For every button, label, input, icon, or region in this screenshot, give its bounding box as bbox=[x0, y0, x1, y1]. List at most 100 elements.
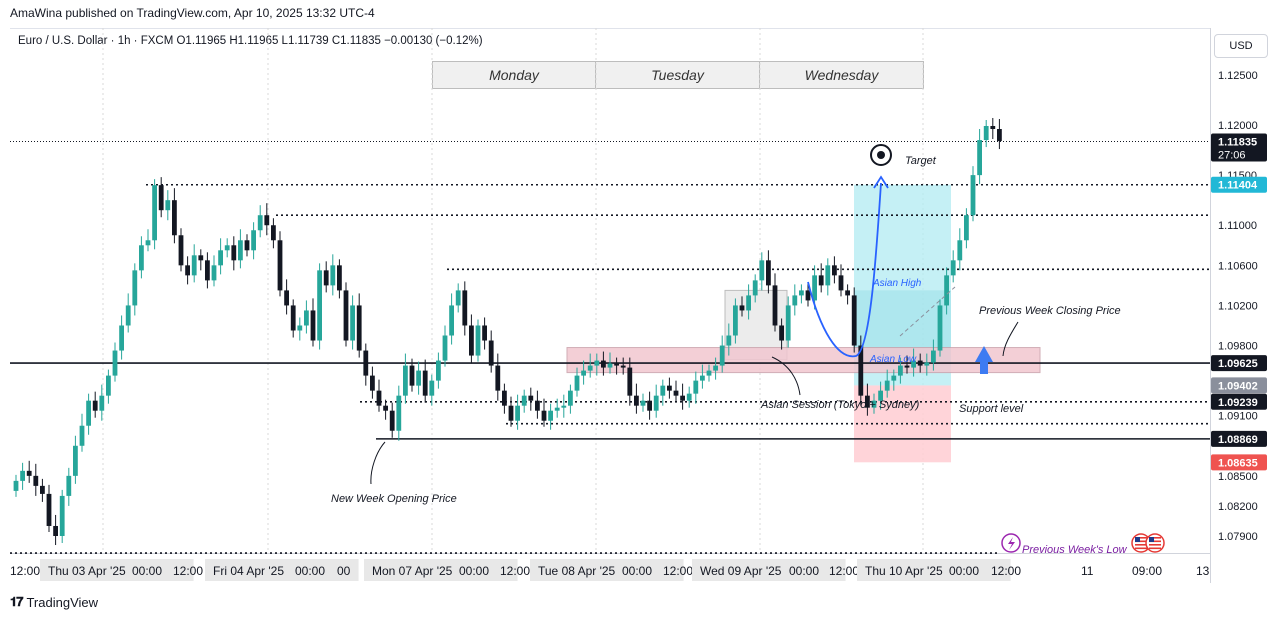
candle[interactable] bbox=[224, 238, 230, 258]
candle[interactable] bbox=[53, 514, 58, 546]
candle[interactable] bbox=[733, 298, 738, 344]
price-badge[interactable]: 1.08869 bbox=[1211, 430, 1267, 447]
candle[interactable] bbox=[838, 264, 844, 297]
projection-arrow[interactable] bbox=[807, 182, 882, 358]
candle[interactable] bbox=[73, 435, 78, 484]
candle[interactable] bbox=[502, 383, 507, 414]
candle[interactable] bbox=[132, 263, 138, 316]
candle[interactable] bbox=[726, 323, 732, 356]
candle[interactable] bbox=[713, 357, 718, 380]
candle[interactable] bbox=[825, 258, 831, 296]
candle[interactable] bbox=[231, 236, 237, 271]
candle[interactable] bbox=[191, 244, 197, 283]
candle[interactable] bbox=[304, 300, 309, 334]
candle[interactable] bbox=[409, 358, 415, 392]
candle[interactable] bbox=[799, 284, 804, 304]
candle[interactable] bbox=[185, 256, 190, 285]
trend-line[interactable] bbox=[899, 286, 956, 337]
candle[interactable] bbox=[403, 353, 408, 404]
candle[interactable] bbox=[152, 179, 157, 250]
candle[interactable] bbox=[244, 234, 250, 257]
candle[interactable] bbox=[554, 398, 560, 418]
candle[interactable] bbox=[198, 249, 204, 271]
candle[interactable] bbox=[13, 474, 19, 497]
symbol-legend[interactable]: Euro / U.S. Dollar · 1h · FXCM O1.11965 … bbox=[18, 35, 483, 47]
candle[interactable] bbox=[805, 282, 811, 307]
candle[interactable] bbox=[317, 263, 322, 350]
candle[interactable] bbox=[396, 385, 402, 441]
candle[interactable] bbox=[535, 390, 540, 419]
candle[interactable] bbox=[911, 348, 916, 377]
candle[interactable] bbox=[647, 391, 652, 420]
candle[interactable] bbox=[574, 367, 580, 397]
price-badge[interactable]: 1.09625 bbox=[1211, 355, 1267, 372]
candle[interactable] bbox=[779, 318, 784, 350]
candle[interactable] bbox=[330, 254, 336, 296]
candle[interactable] bbox=[66, 467, 72, 506]
candle[interactable] bbox=[112, 342, 118, 382]
candle[interactable] bbox=[601, 351, 606, 376]
tradingview-logo[interactable]: 𝟏𝟕 TradingView bbox=[10, 594, 98, 610]
candle[interactable] bbox=[581, 360, 586, 385]
candle[interactable] bbox=[158, 177, 164, 218]
candle[interactable] bbox=[449, 293, 454, 345]
candle[interactable] bbox=[455, 283, 461, 313]
candle[interactable] bbox=[752, 274, 758, 303]
candle[interactable] bbox=[297, 317, 303, 341]
candle[interactable] bbox=[79, 413, 85, 452]
candle[interactable] bbox=[343, 282, 349, 347]
candle[interactable] bbox=[541, 398, 547, 427]
candle[interactable] bbox=[673, 380, 679, 402]
candle[interactable] bbox=[436, 352, 441, 389]
candle[interactable] bbox=[884, 369, 890, 398]
candle[interactable] bbox=[46, 484, 52, 532]
candle[interactable] bbox=[356, 293, 362, 358]
candle[interactable] bbox=[766, 250, 771, 294]
candle[interactable] bbox=[634, 383, 639, 414]
candle[interactable] bbox=[521, 389, 527, 413]
candle[interactable] bbox=[389, 402, 395, 438]
candle[interactable] bbox=[878, 381, 883, 410]
candle[interactable] bbox=[924, 353, 930, 376]
candle[interactable] bbox=[607, 352, 613, 374]
target-icon[interactable] bbox=[870, 144, 892, 166]
candle[interactable] bbox=[165, 190, 171, 221]
candle[interactable] bbox=[99, 384, 105, 421]
candle[interactable] bbox=[488, 330, 494, 373]
candle[interactable] bbox=[178, 228, 184, 272]
candle[interactable] bbox=[660, 379, 666, 406]
candle[interactable] bbox=[92, 391, 98, 418]
candle[interactable] bbox=[508, 396, 514, 427]
candle[interactable] bbox=[271, 218, 276, 249]
candle[interactable] bbox=[383, 399, 388, 420]
candle[interactable] bbox=[205, 252, 210, 289]
candle[interactable] bbox=[667, 377, 672, 399]
candle[interactable] bbox=[363, 343, 369, 386]
candle[interactable] bbox=[957, 228, 963, 271]
candle[interactable] bbox=[251, 222, 256, 260]
candle[interactable] bbox=[871, 393, 877, 414]
chart-area[interactable] bbox=[10, 28, 1210, 554]
candle[interactable] bbox=[238, 229, 243, 269]
candle[interactable] bbox=[528, 387, 534, 411]
candle[interactable] bbox=[653, 384, 659, 418]
candle[interactable] bbox=[640, 393, 646, 412]
candle[interactable] bbox=[719, 335, 725, 373]
candle[interactable] bbox=[594, 353, 600, 376]
candle[interactable] bbox=[792, 284, 798, 316]
candle[interactable] bbox=[587, 353, 593, 378]
candle[interactable] bbox=[495, 353, 501, 401]
candle[interactable] bbox=[442, 325, 448, 367]
price-badge[interactable]: 1.09239 bbox=[1211, 393, 1267, 410]
candle[interactable] bbox=[106, 369, 111, 404]
candle[interactable] bbox=[845, 284, 850, 305]
candle[interactable] bbox=[337, 259, 342, 299]
candle[interactable] bbox=[119, 315, 124, 360]
candle[interactable] bbox=[627, 357, 633, 406]
candle[interactable] bbox=[964, 208, 969, 249]
currency-button[interactable]: USD bbox=[1214, 34, 1268, 58]
candle[interactable] bbox=[865, 383, 870, 416]
candle[interactable] bbox=[422, 359, 428, 403]
candle[interactable] bbox=[772, 273, 778, 332]
